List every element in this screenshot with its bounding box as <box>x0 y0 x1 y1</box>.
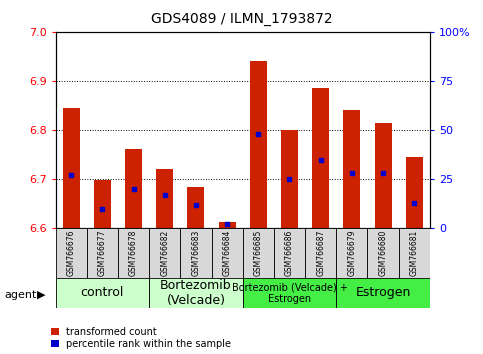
Text: GSM766680: GSM766680 <box>379 230 387 276</box>
Bar <box>312 88 329 228</box>
Bar <box>56 278 149 308</box>
Text: Bortezomib (Velcade) +
Estrogen: Bortezomib (Velcade) + Estrogen <box>231 282 347 304</box>
Bar <box>180 228 212 278</box>
Point <box>129 186 137 192</box>
Bar <box>212 228 243 278</box>
Text: control: control <box>81 286 124 299</box>
Point <box>67 172 75 178</box>
Bar <box>250 61 267 228</box>
Text: agent: agent <box>5 290 37 300</box>
Text: GSM766679: GSM766679 <box>347 230 356 276</box>
Legend: transformed count, percentile rank within the sample: transformed count, percentile rank withi… <box>51 327 231 349</box>
Bar <box>374 123 392 228</box>
Bar <box>305 228 336 278</box>
Bar <box>398 228 430 278</box>
Bar <box>94 180 111 228</box>
Text: GSM766677: GSM766677 <box>98 230 107 276</box>
Text: GSM766684: GSM766684 <box>223 230 232 276</box>
Bar <box>149 228 180 278</box>
Point <box>255 131 262 137</box>
Point <box>99 206 106 212</box>
Point <box>348 171 356 176</box>
Point <box>161 192 169 198</box>
Bar <box>63 108 80 228</box>
Point <box>411 200 418 206</box>
Bar <box>242 278 336 308</box>
Bar <box>406 157 423 228</box>
Bar <box>125 149 142 228</box>
Bar <box>149 278 242 308</box>
Bar <box>156 170 173 228</box>
Text: GSM766687: GSM766687 <box>316 230 325 276</box>
Bar <box>56 228 87 278</box>
Bar <box>118 228 149 278</box>
Text: GSM766683: GSM766683 <box>191 230 200 276</box>
Bar <box>336 278 430 308</box>
Bar <box>218 222 236 228</box>
Text: GSM766676: GSM766676 <box>67 230 76 276</box>
Point <box>317 157 325 162</box>
Bar <box>242 228 274 278</box>
Bar <box>368 228 398 278</box>
Text: Bortezomib
(Velcade): Bortezomib (Velcade) <box>160 279 232 307</box>
Text: GSM766681: GSM766681 <box>410 230 419 276</box>
Bar <box>274 228 305 278</box>
Text: GDS4089 / ILMN_1793872: GDS4089 / ILMN_1793872 <box>151 12 332 27</box>
Point <box>285 176 293 182</box>
Bar <box>343 110 360 228</box>
Point <box>379 171 387 176</box>
Text: GSM766682: GSM766682 <box>160 230 169 276</box>
Point <box>223 222 231 227</box>
Text: GSM766678: GSM766678 <box>129 230 138 276</box>
Text: ▶: ▶ <box>37 290 46 300</box>
Point <box>192 202 200 207</box>
Bar <box>336 228 368 278</box>
Bar <box>87 228 118 278</box>
Bar <box>187 187 204 228</box>
Text: GSM766685: GSM766685 <box>254 230 263 276</box>
Text: GSM766686: GSM766686 <box>285 230 294 276</box>
Bar <box>281 130 298 228</box>
Text: Estrogen: Estrogen <box>355 286 411 299</box>
